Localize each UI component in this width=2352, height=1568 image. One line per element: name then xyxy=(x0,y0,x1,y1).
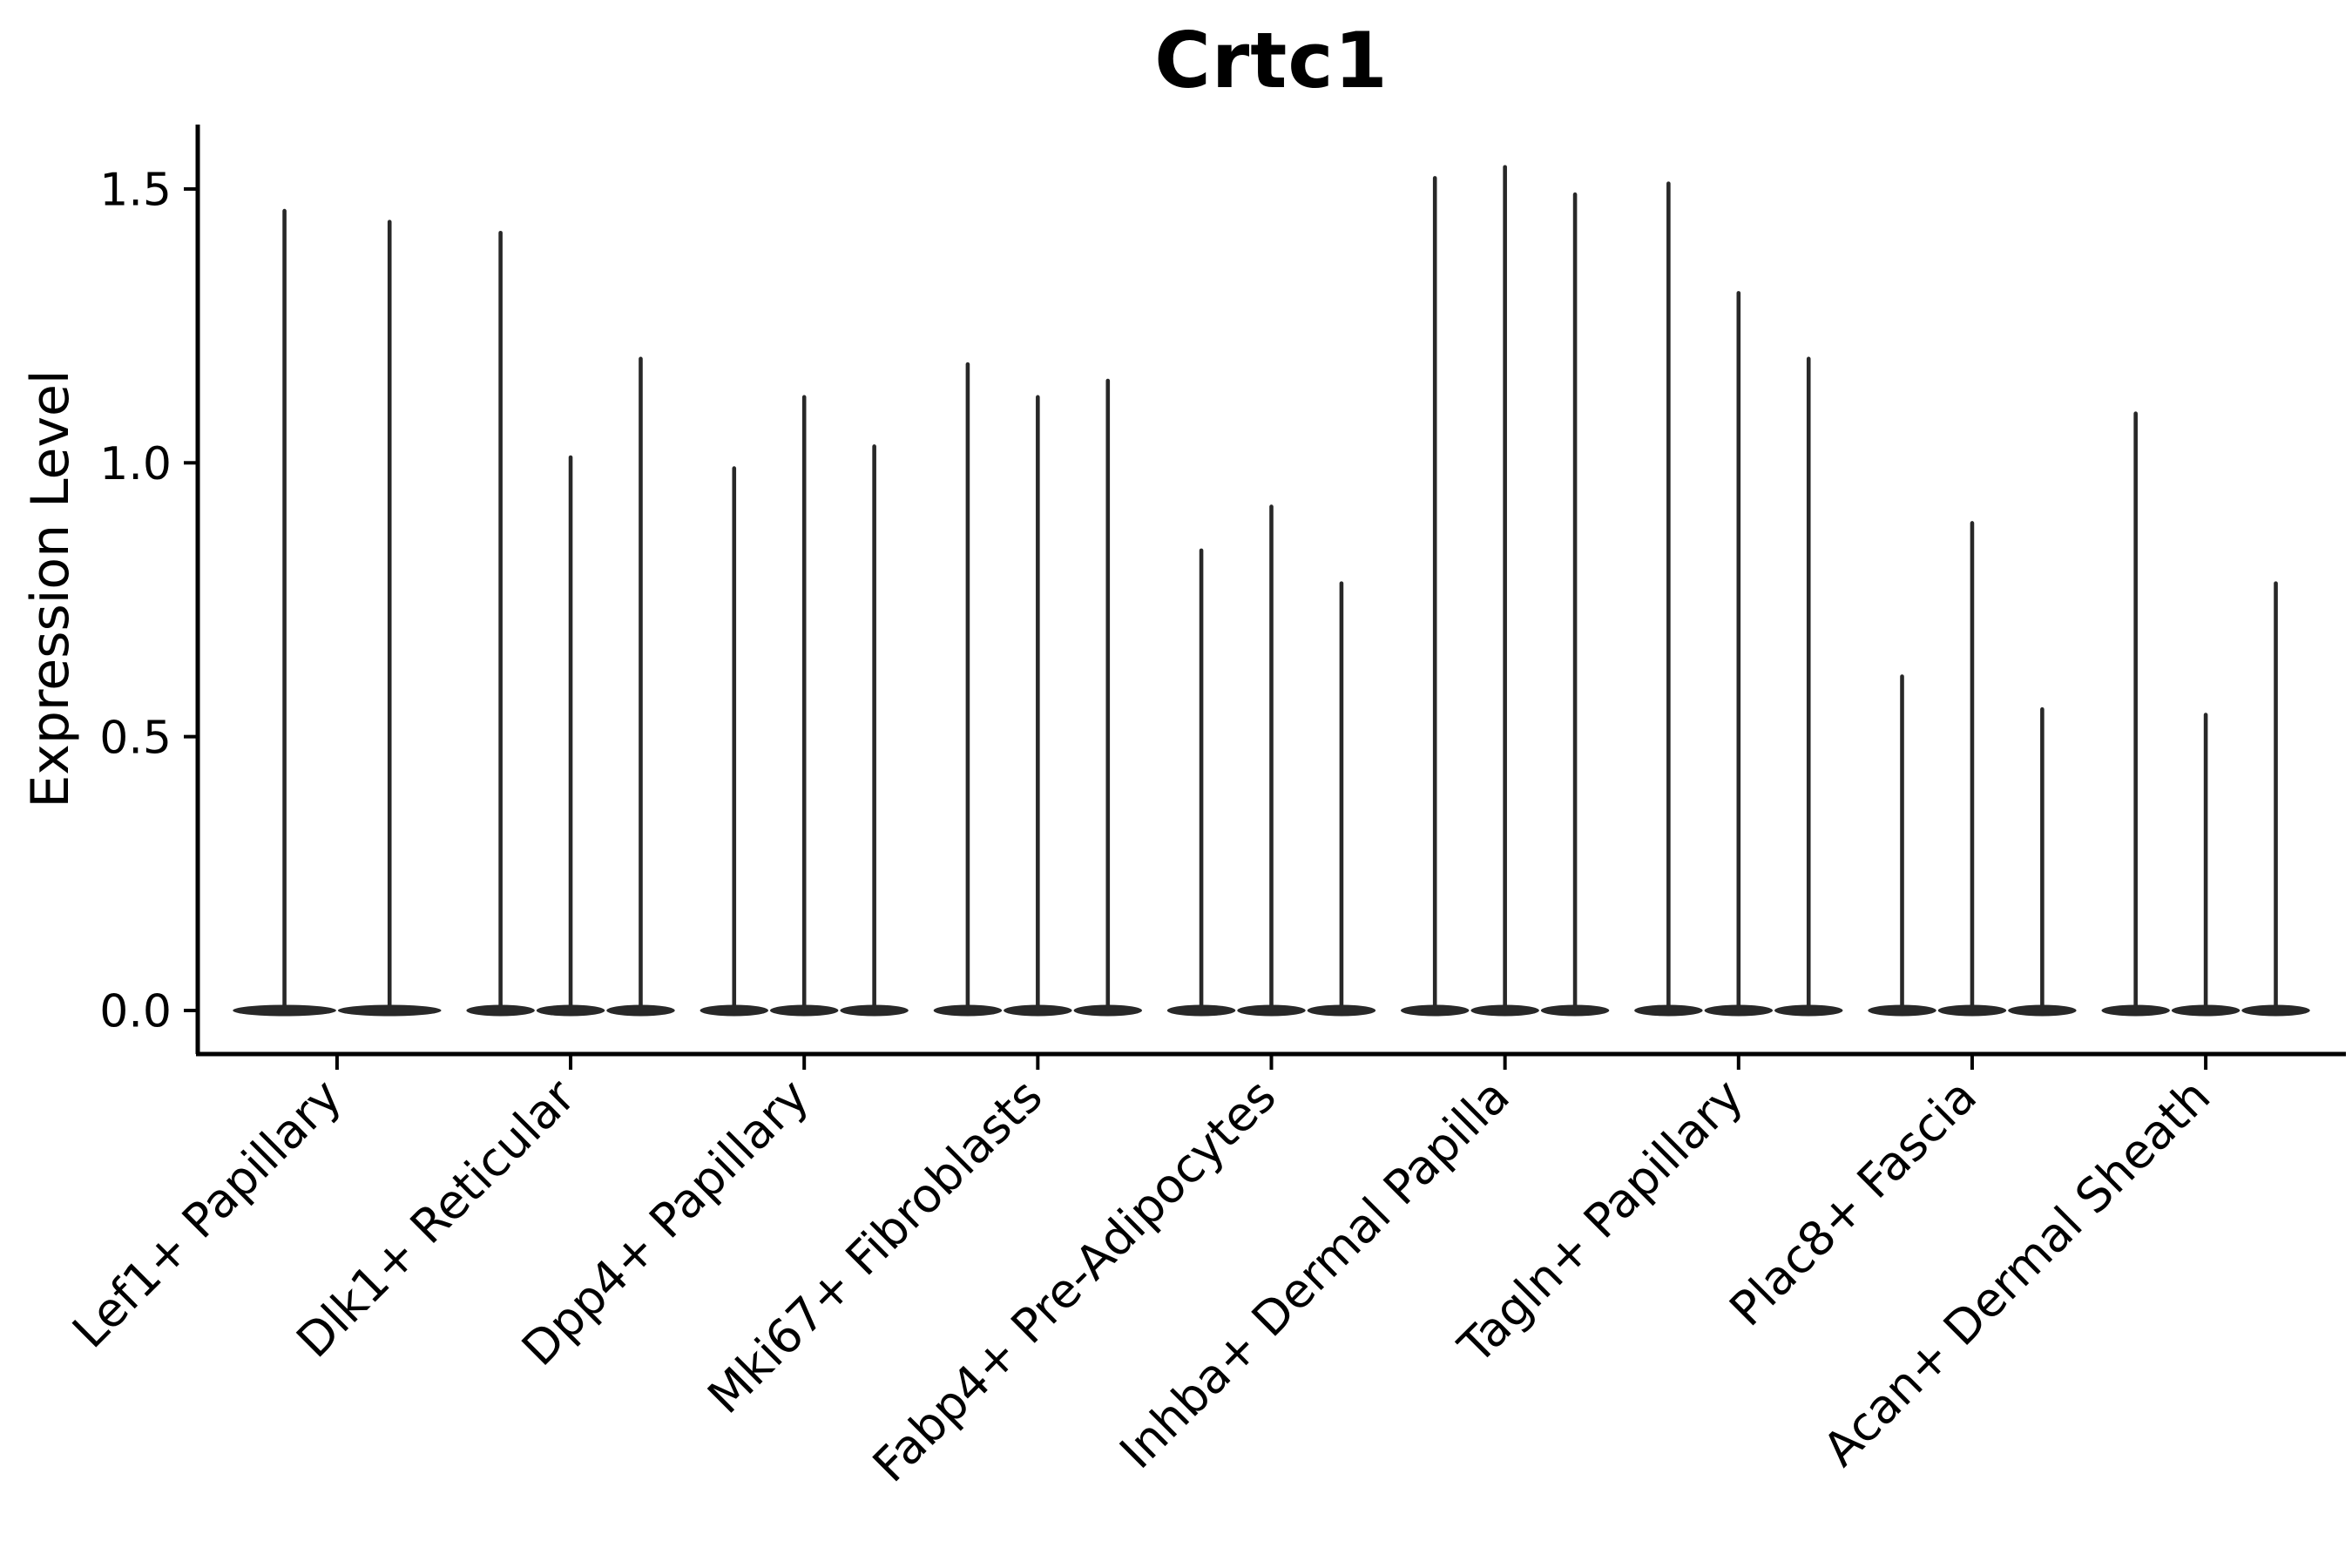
x-tick-label: Acan+ Dermal Sheath xyxy=(1813,1069,2220,1477)
plot-title: Crtc1 xyxy=(1154,16,1389,105)
y-tick-label: 1.5 xyxy=(99,165,172,217)
y-tick-label: 0.5 xyxy=(99,712,172,764)
y-tick-label: 1.0 xyxy=(99,438,172,490)
y-tick-label: 0.0 xyxy=(99,986,172,1038)
x-tick-label: Inhba+ Dermal Papilla xyxy=(1109,1069,1519,1479)
x-tick-label: Fabp4+ Pre-Adipocytes xyxy=(862,1069,1287,1493)
x-tick-label: Plac8+ Fascia xyxy=(1719,1069,1987,1337)
